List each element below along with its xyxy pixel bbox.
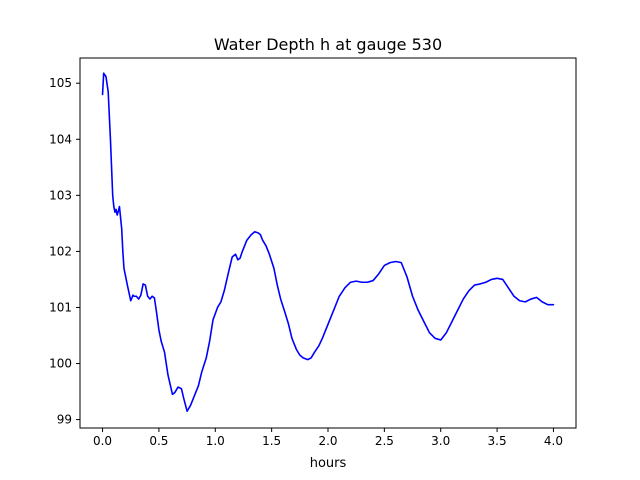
x-tick-label: 2.0 [318, 434, 337, 448]
series-line-1 [101, 72, 555, 412]
x-tick-label: 3.5 [488, 434, 507, 448]
x-tick-label: 0.0 [93, 434, 112, 448]
x-tick-label: 1.0 [206, 434, 225, 448]
x-axis: 0.0 0.5 1.0 1.5 2.0 2.5 3.0 3.5 4.0 [93, 428, 563, 448]
plot-area [79, 57, 577, 429]
x-tick-label: 1.5 [262, 434, 281, 448]
y-tick-label: 99 [57, 413, 72, 427]
x-tick-label: 4.0 [544, 434, 563, 448]
x-tick-label: 3.0 [431, 434, 450, 448]
y-tick-label: 100 [49, 357, 72, 371]
plot-background [80, 58, 576, 428]
y-tick-label: 103 [49, 188, 72, 202]
y-axis: 99 100 101 102 103 104 105 [49, 76, 80, 427]
y-tick-label: 101 [49, 300, 72, 314]
x-axis-label: hours [310, 456, 347, 471]
x-tick-label: 2.5 [375, 434, 394, 448]
data-layer [101, 72, 555, 412]
chart-title: Water Depth h at gauge 530 [214, 35, 442, 54]
y-tick-label: 104 [49, 132, 72, 146]
y-tick-label: 102 [49, 244, 72, 258]
x-tick-label: 0.5 [149, 434, 168, 448]
y-tick-label: 105 [49, 76, 72, 90]
